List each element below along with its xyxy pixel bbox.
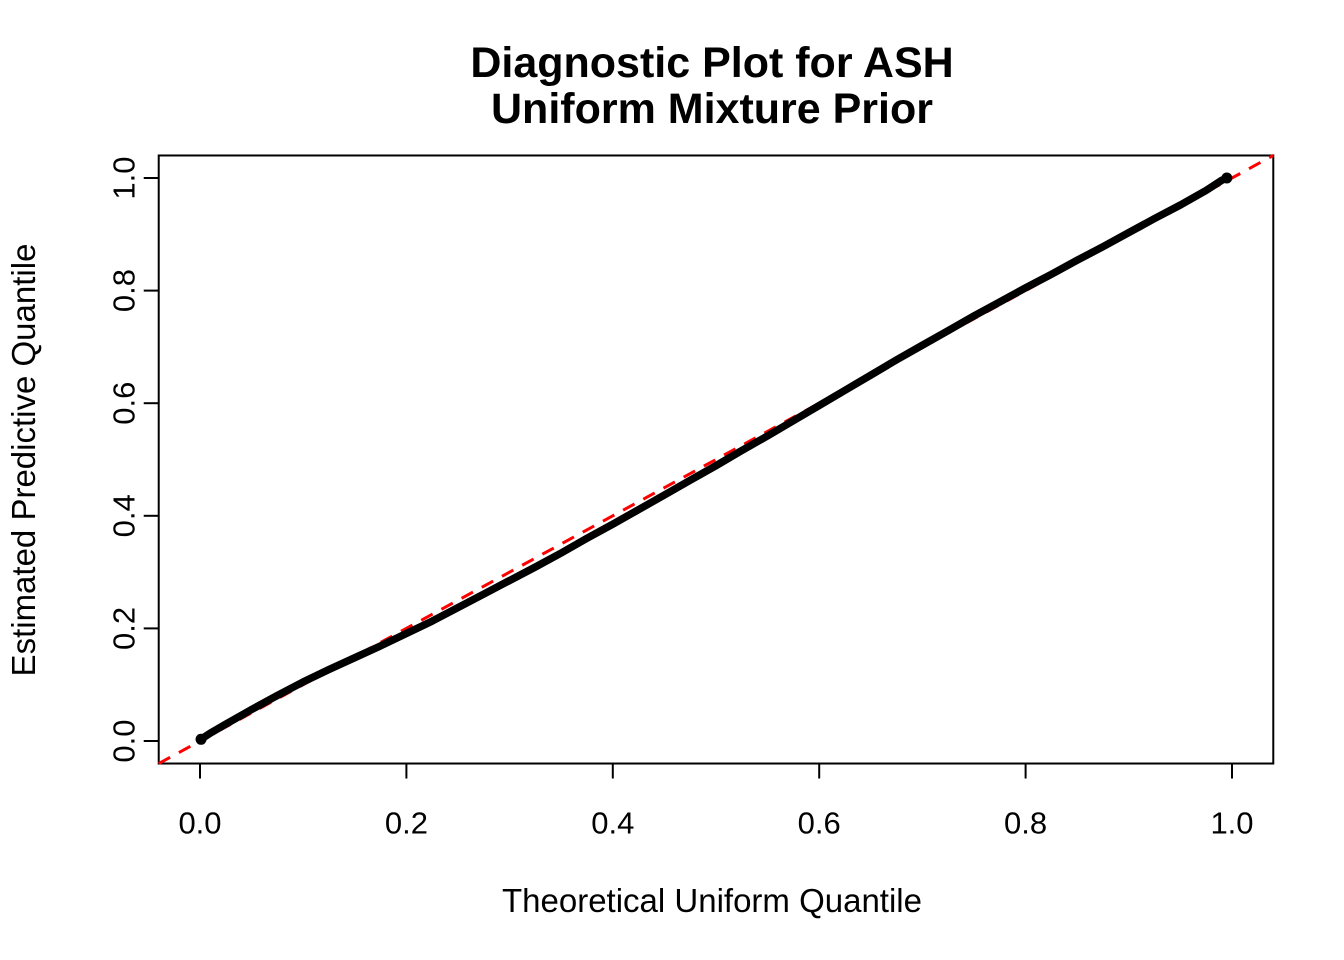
chart-title-line1: Diagnostic Plot for ASH [470, 39, 954, 87]
x-axis-tick-label: 0.6 [798, 806, 841, 841]
x-axis-tick-label: 1.0 [1210, 806, 1253, 841]
y-axis-tick-label: 1.0 [107, 156, 142, 199]
x-axis-tick-label: 0.2 [385, 806, 428, 841]
x-axis-title: Theoretical Uniform Quantile [501, 882, 922, 919]
y-axis-title: Estimated Predictive Quantile [5, 243, 42, 677]
curve-end-point [1221, 172, 1233, 184]
y-axis-tick-label: 0.0 [107, 719, 142, 762]
chart-title: Diagnostic Plot for ASH Uniform Mixture … [157, 40, 1267, 133]
y-axis: 0.0 0.2 0.4 0.6 0.8 1.0 [107, 156, 159, 763]
curve-start-point [195, 733, 207, 745]
x-axis-tick-label: 0.4 [591, 806, 634, 841]
chart-title-line2: Uniform Mixture Prior [491, 85, 933, 134]
x-axis: 0.0 0.2 0.4 0.6 0.8 1.0 [178, 763, 1254, 841]
plot-box [157, 154, 1275, 765]
y-axis-tick-label: 0.4 [107, 494, 142, 537]
y-axis-tick-label: 0.6 [107, 382, 142, 425]
quantile-curve [197, 174, 1231, 744]
y-axis-tick-label: 0.2 [107, 607, 142, 650]
y-axis-tick-label: 0.8 [107, 269, 142, 312]
x-axis-tick-label: 0.8 [1004, 806, 1047, 841]
x-axis-tick-label: 0.0 [178, 806, 221, 841]
plot-box-border [157, 154, 1275, 765]
quantile-curve-group [195, 172, 1233, 745]
